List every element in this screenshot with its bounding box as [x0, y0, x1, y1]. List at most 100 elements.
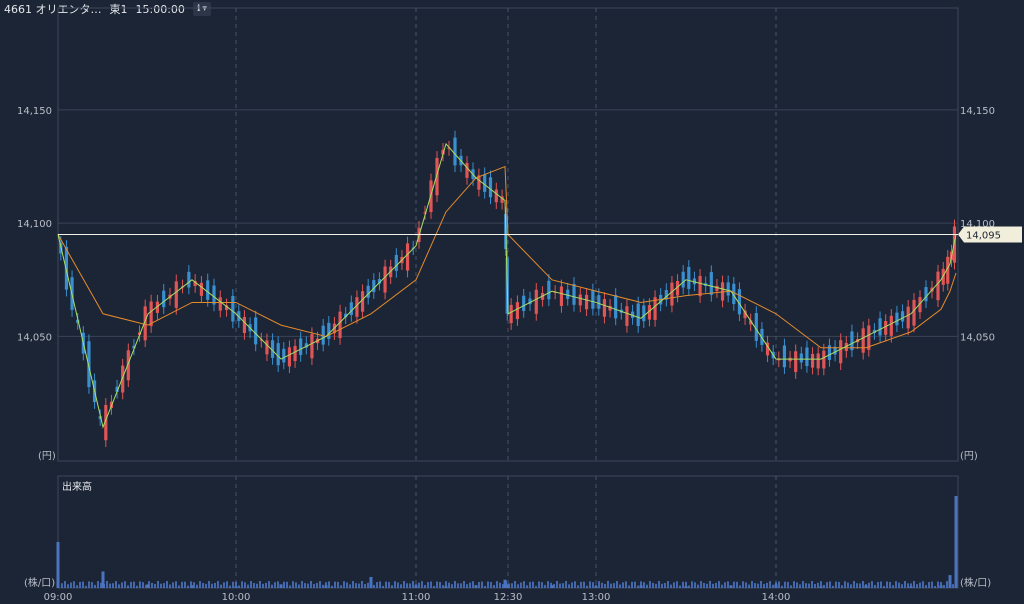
- volume-bar-minor: [691, 581, 693, 588]
- volume-bar-minor: [151, 582, 153, 588]
- candle-body: [872, 329, 877, 333]
- candle-body: [509, 304, 513, 324]
- candle-body: [681, 271, 685, 288]
- volume-bar-minor: [67, 584, 69, 588]
- price-unit-right: (円): [960, 451, 978, 462]
- candle-body: [528, 298, 532, 305]
- volume-bar-minor: [364, 584, 366, 588]
- volume-bar-minor: [448, 582, 450, 588]
- volume-bar-minor: [745, 582, 747, 588]
- candle-body: [737, 289, 742, 315]
- volume-bar-minor: [376, 582, 378, 588]
- volume-bar-minor: [190, 581, 192, 588]
- volume-bar-minor: [475, 585, 477, 588]
- volume-bar-minor: [148, 581, 150, 588]
- candle-body: [515, 302, 520, 320]
- volume-bar-minor: [901, 584, 903, 588]
- volume-bar-minor: [613, 583, 615, 588]
- volume-bar-minor: [337, 581, 339, 588]
- candle-body: [889, 315, 893, 336]
- volume-bar-minor: [907, 583, 909, 588]
- volume-bar-minor: [565, 581, 567, 588]
- volume-bar-minor: [307, 583, 309, 588]
- candle-body: [794, 351, 798, 373]
- volume-bar-minor: [499, 582, 501, 588]
- candle-body: [726, 282, 730, 296]
- y-tick-label-left: 14,150: [17, 106, 52, 117]
- volume-bar-minor: [433, 585, 435, 588]
- volume-bar-minor: [670, 584, 672, 588]
- volume-bar-minor: [592, 582, 594, 588]
- candle-body: [827, 345, 832, 360]
- volume-bar-minor: [718, 581, 720, 588]
- candle-body: [878, 318, 882, 336]
- volume-bar-minor: [241, 581, 243, 588]
- volume-bar-minor: [100, 582, 102, 588]
- candle-body: [383, 266, 387, 293]
- volume-bar-minor: [799, 584, 801, 588]
- volume-bar-minor: [394, 581, 396, 588]
- volume-bar-minor: [118, 584, 120, 588]
- volume-bar-minor: [250, 581, 252, 588]
- volume-bar-minor: [643, 582, 645, 588]
- volume-bar-minor: [265, 582, 267, 588]
- volume-bar-minor: [502, 584, 504, 588]
- volume-bar-minor: [949, 582, 951, 588]
- candle-body: [453, 137, 457, 166]
- volume-bar-minor: [664, 583, 666, 588]
- volume-bar-minor: [580, 581, 582, 588]
- volume-bar-minor: [325, 582, 327, 588]
- candle-body: [906, 306, 910, 329]
- volume-bar-minor: [931, 581, 933, 588]
- volume-bar-minor: [598, 581, 600, 588]
- volume-bar-minor: [169, 584, 171, 588]
- volume-bar-minor: [616, 581, 618, 588]
- candle-body: [254, 317, 258, 345]
- candle-body: [423, 212, 427, 214]
- candle-body: [720, 282, 725, 301]
- symbol-label[interactable]: 4661 オリエンタ…: [4, 3, 102, 16]
- volume-bar-minor: [619, 584, 621, 588]
- candle-body: [212, 285, 216, 305]
- candle-body: [670, 282, 674, 306]
- candle-body: [636, 303, 640, 327]
- volume-bar-minor: [673, 582, 675, 588]
- volume-bar-minor: [187, 585, 189, 588]
- volume-bar-minor: [781, 585, 783, 588]
- volume-bar-minor: [934, 585, 936, 588]
- time-label: 15:00:00: [135, 2, 185, 16]
- volume-bar-minor: [595, 584, 597, 588]
- volume-bar-minor: [730, 585, 732, 588]
- volume-bar-minor: [388, 581, 390, 588]
- volume-bar-minor: [178, 585, 180, 588]
- last-price-tag: [958, 226, 1022, 243]
- volume-bar-minor: [667, 581, 669, 588]
- volume-bar-minor: [469, 582, 471, 588]
- volume-bar-minor: [277, 581, 279, 588]
- volume-bar-minor: [547, 581, 549, 588]
- market-label: 東1: [109, 3, 128, 16]
- volume-bar-minor: [340, 585, 342, 588]
- volume-bar-minor: [226, 581, 228, 588]
- volume-bar-minor: [754, 583, 756, 588]
- candle-body: [709, 272, 713, 295]
- chart-header: 4661 オリエンタ… 東1 15:00:00 ℹ ▾: [0, 0, 211, 18]
- volume-bar-minor: [103, 584, 105, 588]
- x-tick-label: 09:00: [44, 592, 73, 603]
- volume-bar-minor: [253, 583, 255, 588]
- volume-bar-minor: [634, 581, 636, 588]
- volume-bar-minor: [508, 583, 510, 588]
- volume-bar-minor: [487, 581, 489, 588]
- candle-body: [494, 189, 498, 203]
- volume-bar-minor: [796, 582, 798, 588]
- volume-bar-minor: [916, 584, 918, 588]
- volume-bar-minor: [559, 583, 561, 588]
- volume-bar-minor: [244, 582, 246, 588]
- x-tick-label: 12:30: [494, 592, 523, 603]
- volume-bar-minor: [181, 581, 183, 588]
- volume-bar-minor: [940, 582, 942, 588]
- candle-body: [946, 256, 950, 284]
- info-button[interactable]: ℹ ▾: [192, 2, 211, 16]
- candle-body: [810, 353, 815, 368]
- volume-bar-minor: [553, 584, 555, 588]
